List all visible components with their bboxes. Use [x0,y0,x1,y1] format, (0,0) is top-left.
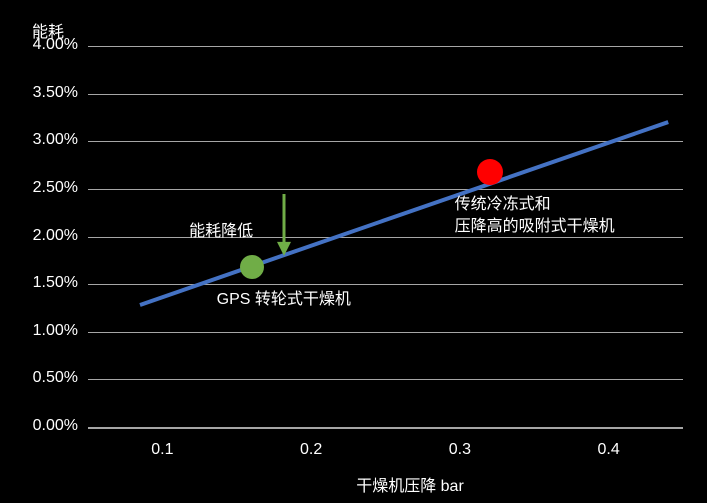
x-axis-title: 干燥机压降 bar [280,472,540,496]
chart-container: 能耗 0.00%0.50%1.00%1.50%2.00%2.50%3.00%3.… [0,0,707,503]
gridline [88,284,683,285]
label-gps: GPS 转轮式干燥机 [217,285,351,309]
x-tick-label: 0.2 [300,441,322,459]
y-tick-label: 1.00% [18,322,78,340]
x-tick-label: 0.4 [598,441,620,459]
y-tick-label: 0.50% [18,369,78,387]
label-conventional-line1: 传统冷冻式和 [455,190,551,214]
point-conventional [477,159,503,185]
point-gps [240,255,264,279]
gridline [88,379,683,380]
arrow-down-icon [264,189,304,276]
gridline [88,427,683,429]
y-tick-label: 2.50% [18,179,78,197]
gridline [88,189,683,190]
y-tick-label: 2.00% [18,227,78,245]
y-tick-label: 3.00% [18,131,78,149]
y-tick-label: 1.50% [18,274,78,292]
gridline [88,46,683,47]
annotation-reduction-label: 能耗降低 [189,217,253,241]
gridline [88,332,683,333]
label-conventional-line2: 压降高的吸附式干燥机 [455,212,615,236]
gridline [88,94,683,95]
gridline [88,141,683,142]
y-tick-label: 3.50% [18,84,78,102]
gridline [88,237,683,238]
y-tick-label: 4.00% [18,36,78,54]
x-tick-label: 0.1 [151,441,173,459]
y-tick-label: 0.00% [18,417,78,435]
x-tick-label: 0.3 [449,441,471,459]
